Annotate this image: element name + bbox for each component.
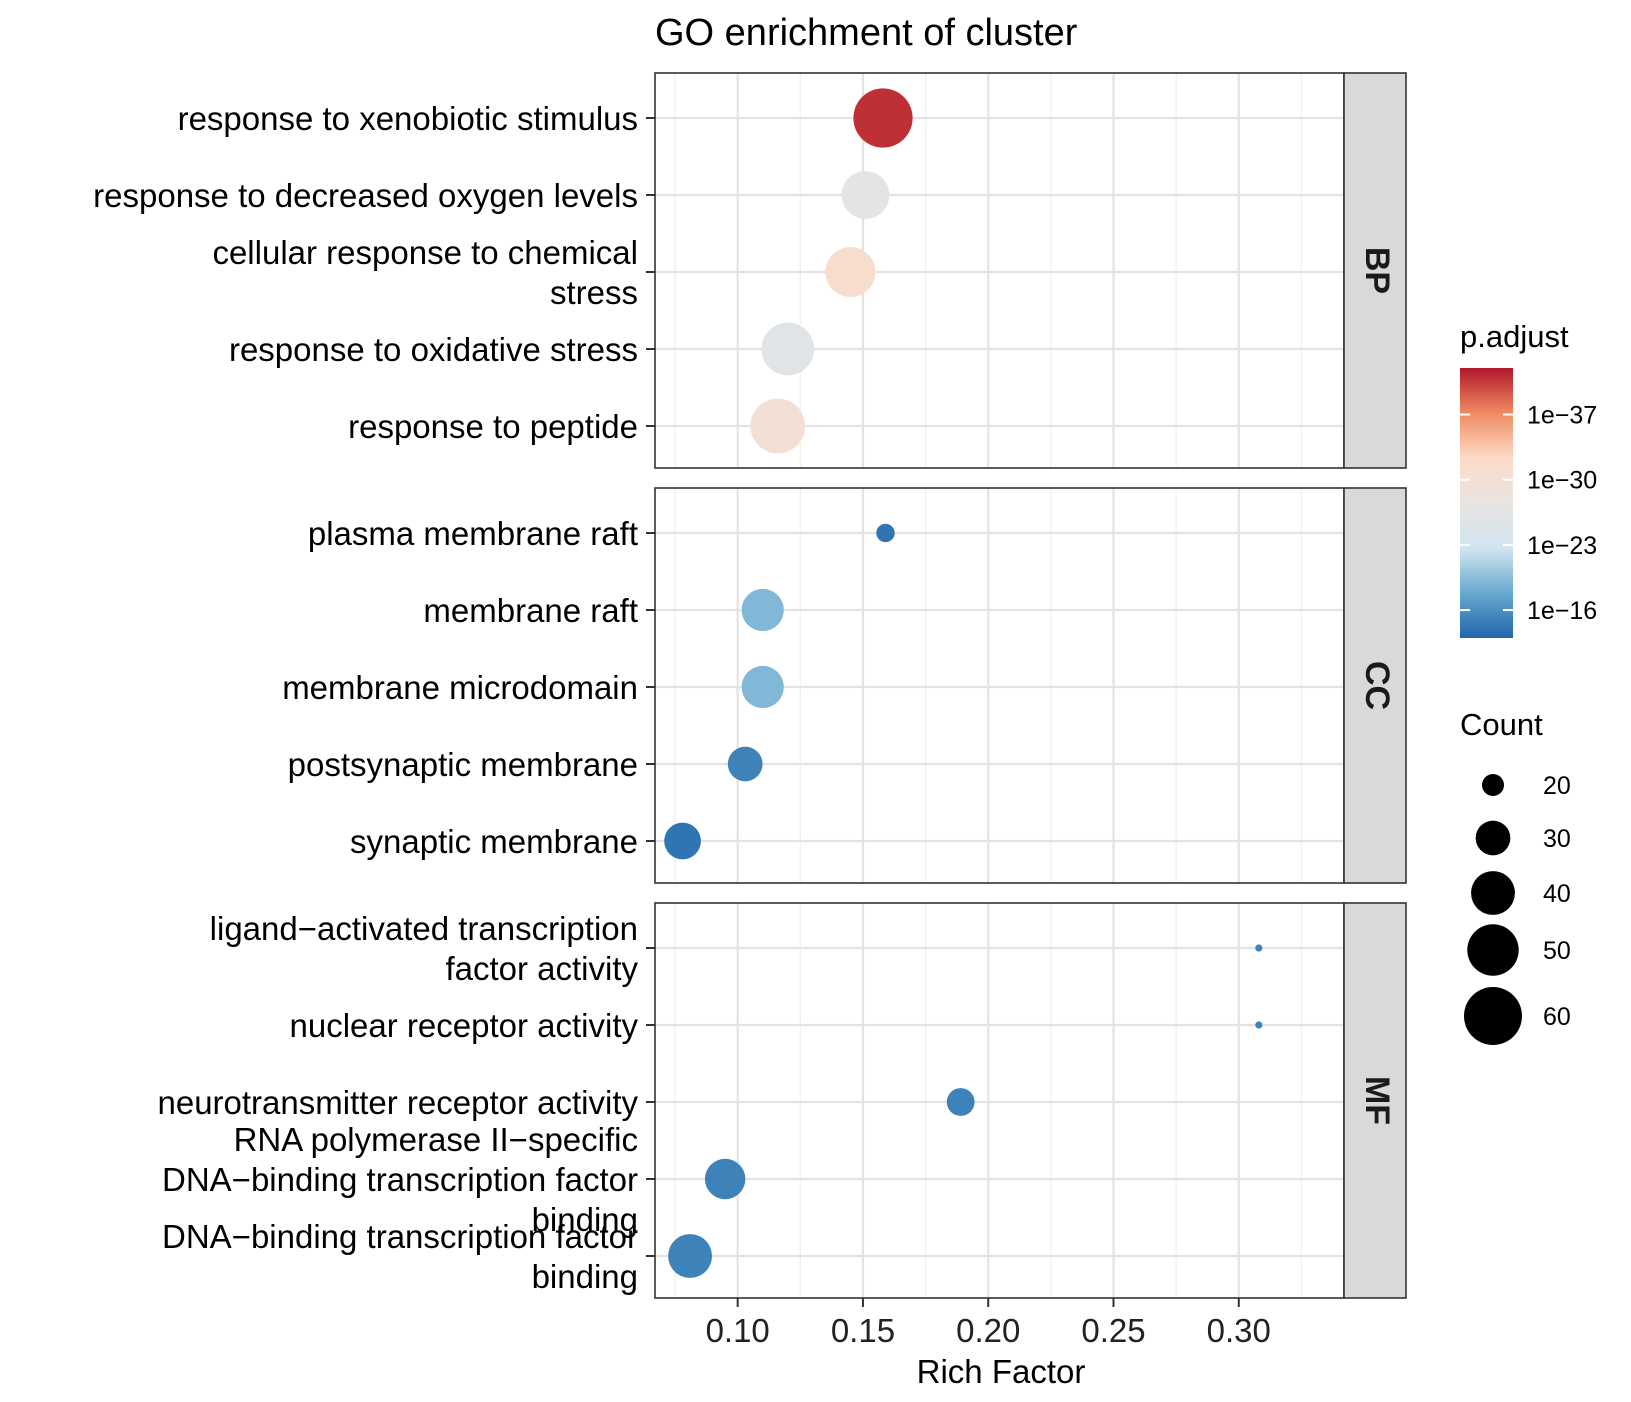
- y-tick-label-line: binding: [532, 1258, 638, 1295]
- y-tick-label: synaptic membrane: [350, 823, 638, 860]
- color-legend-label: 1e−16: [1527, 597, 1597, 625]
- y-tick-label: DNA−binding transcription factor binding: [162, 1218, 638, 1295]
- y-tick-label-line: response to peptide: [348, 408, 638, 445]
- y-tick-label-line: nuclear receptor activity: [290, 1007, 639, 1044]
- data-point: [727, 746, 763, 782]
- y-tick-label: ligand−activated transcription factor act…: [210, 910, 639, 987]
- x-tick-label: 0.20: [956, 1312, 1020, 1349]
- size-legend-label: 50: [1543, 937, 1571, 965]
- y-tick-label-line: synaptic membrane: [350, 823, 638, 860]
- x-tick-label: 0.25: [1081, 1312, 1145, 1349]
- facet-bp: response to xenobiotic stimulus response …: [93, 72, 1407, 469]
- y-tick-label: plasma membrane raft: [308, 515, 638, 552]
- facet-cc: plasma membrane raft membrane raft membran…: [282, 487, 1407, 884]
- y-tick-label: cellular response to chemical stress: [212, 234, 638, 311]
- y-tick-label-line: membrane microdomain: [282, 669, 638, 706]
- size-legend-key: [1467, 924, 1519, 976]
- y-tick-label: membrane microdomain: [282, 669, 638, 706]
- size-legend: Count 20 30 40 50 60: [1460, 707, 1571, 1045]
- data-point: [853, 88, 913, 148]
- y-tick-label: response to peptide: [348, 408, 638, 445]
- y-tick-label-line: response to oxidative stress: [229, 331, 638, 368]
- y-tick-label-line: plasma membrane raft: [308, 515, 638, 552]
- y-tick-label: nuclear receptor activity: [290, 1007, 639, 1044]
- size-legend-label: 40: [1543, 880, 1571, 908]
- y-tick-label-line: postsynaptic membrane: [288, 746, 638, 783]
- facet-strip: [1343, 72, 1407, 469]
- y-tick-label: RNA polymerase II−specific DNA−binding tr…: [162, 1121, 638, 1238]
- color-legend-label: 1e−37: [1527, 402, 1597, 430]
- data-point: [1255, 1021, 1263, 1029]
- y-tick-label-line: stress: [550, 274, 638, 311]
- y-tick-label-line: membrane raft: [423, 592, 638, 629]
- size-legend-label: 30: [1543, 825, 1571, 853]
- y-tick-label: neurotransmitter receptor activity: [157, 1084, 638, 1121]
- size-legend-label: 60: [1543, 1003, 1571, 1031]
- data-point: [1255, 944, 1263, 952]
- data-point: [946, 1088, 975, 1116]
- x-axis: 0.10 0.15 0.20 0.25 0.30: [706, 1298, 1271, 1349]
- y-tick-label-line: response to decreased oxygen levels: [93, 177, 638, 214]
- size-legend-key: [1471, 871, 1515, 915]
- size-legend-title: Count: [1460, 707, 1543, 742]
- y-tick-label-line: cellular response to chemical: [212, 234, 638, 271]
- y-tick-label-line: binding: [532, 1201, 638, 1238]
- y-tick-label-line: DNA−binding transcription factor: [162, 1161, 638, 1198]
- data-point: [664, 822, 701, 860]
- x-tick-label: 0.15: [831, 1312, 895, 1349]
- data-point: [750, 398, 806, 454]
- size-legend-label: 20: [1543, 772, 1571, 800]
- y-tick-label-line: response to xenobiotic stimulus: [178, 100, 638, 137]
- chart-title: GO enrichment of cluster: [655, 12, 1078, 54]
- facet-panels: response to xenobiotic stimulus response …: [93, 72, 1407, 1299]
- y-tick-label-line: DNA−binding transcription factor: [162, 1218, 638, 1255]
- x-tick-label: 0.10: [706, 1312, 770, 1349]
- y-tick-label: response to oxidative stress: [229, 331, 638, 368]
- x-axis-label: Rich Factor: [917, 1353, 1086, 1390]
- panel-background: [655, 903, 1344, 1298]
- data-point: [668, 1234, 713, 1278]
- color-legend: p.adjust 1e−37 1e−30 1e−23 1e−16: [1460, 319, 1597, 638]
- size-legend-key: [1482, 774, 1504, 796]
- facet-strip: [1343, 902, 1407, 1299]
- data-point: [704, 1158, 746, 1200]
- color-legend-bar: [1460, 368, 1513, 638]
- y-tick-label: postsynaptic membrane: [288, 746, 638, 783]
- y-tick-label-line: factor activity: [445, 950, 638, 987]
- y-tick-label: membrane raft: [423, 592, 638, 629]
- y-tick-label-line: neurotransmitter receptor activity: [157, 1084, 638, 1121]
- y-tick-label-line: ligand−activated transcription: [210, 910, 638, 947]
- facet-strip-label: BP: [1358, 247, 1396, 294]
- data-point: [761, 322, 815, 376]
- x-tick-label: 0.30: [1207, 1312, 1271, 1349]
- data-point: [876, 523, 895, 543]
- y-tick-label: response to decreased oxygen levels: [93, 177, 638, 214]
- facet-strip-label: CC: [1358, 661, 1396, 710]
- size-legend-key: [1464, 987, 1522, 1045]
- y-tick-label: response to xenobiotic stimulus: [178, 100, 638, 137]
- data-point: [825, 247, 876, 297]
- data-point: [741, 588, 784, 632]
- facet-mf: ligand−activated transcription factor act…: [157, 902, 1407, 1299]
- color-legend-label: 1e−30: [1527, 467, 1597, 495]
- data-point: [741, 665, 784, 709]
- y-tick-label-line: RNA polymerase II−specific: [234, 1121, 638, 1158]
- data-point: [841, 171, 890, 219]
- color-legend-title: p.adjust: [1460, 319, 1569, 354]
- facet-strip-label: MF: [1358, 1076, 1396, 1125]
- size-legend-key: [1475, 820, 1511, 856]
- facet-strip: [1343, 487, 1407, 884]
- color-legend-label: 1e−23: [1527, 532, 1597, 560]
